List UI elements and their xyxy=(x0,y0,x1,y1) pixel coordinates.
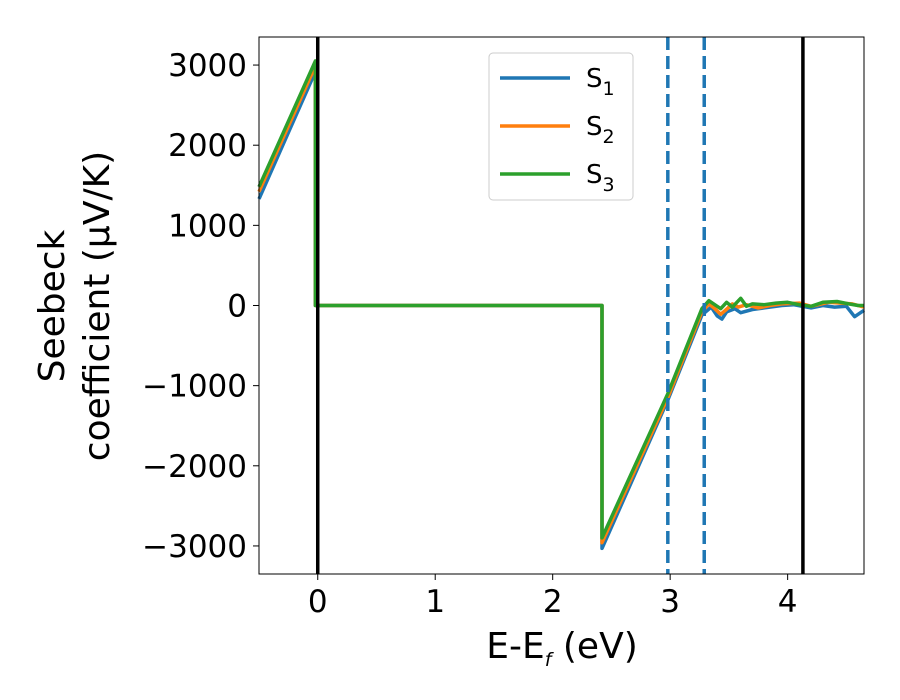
x-axis-label: E-Ef (eV) xyxy=(486,626,638,671)
x-tick-label: 4 xyxy=(778,584,798,620)
y-tick-label: −2000 xyxy=(142,449,247,485)
y-axis-ticks: −3000 −2000 −1000 0 1000 2000 3000 xyxy=(142,48,259,565)
vertical-lines xyxy=(315,37,805,574)
series-line-3 xyxy=(257,59,864,540)
y-tick-label: 2000 xyxy=(168,128,247,164)
y-axis-label-line1: Seebeck xyxy=(32,229,73,382)
series-layer xyxy=(257,59,865,551)
legend-label-2: S2 xyxy=(586,112,615,148)
legend-label-3: S3 xyxy=(586,160,615,196)
x-axis-ticks: 0 1 2 3 4 xyxy=(308,574,798,620)
legend: S1 S2 S3 xyxy=(488,52,634,201)
x-tick-label: 3 xyxy=(660,584,680,620)
y-tick-label: 3000 xyxy=(168,48,247,84)
y-tick-label: −1000 xyxy=(142,369,247,405)
y-tick-label: 0 xyxy=(227,289,247,325)
legend-label-1: S1 xyxy=(586,64,615,100)
x-tick-label: 1 xyxy=(425,584,445,620)
y-axis-label-line2: coefficient (μV/K) xyxy=(77,151,118,461)
y-tick-label: 1000 xyxy=(168,208,247,244)
y-tick-label: −3000 xyxy=(142,529,247,565)
y-axis-label: Seebeck coefficient (μV/K) xyxy=(32,151,118,461)
x-tick-label: 2 xyxy=(543,584,563,620)
x-tick-label: 0 xyxy=(308,584,328,620)
